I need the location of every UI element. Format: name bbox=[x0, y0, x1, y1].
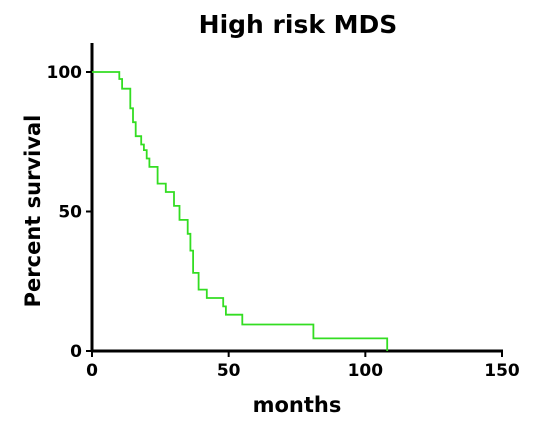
x-tick-label: 100 bbox=[348, 361, 384, 381]
chart-title: High risk MDS bbox=[199, 10, 398, 39]
y-tick-label: 100 bbox=[47, 63, 83, 83]
survival-series bbox=[92, 71, 389, 351]
x-axis-label: months bbox=[253, 393, 342, 417]
y-tick-label: 50 bbox=[58, 203, 82, 223]
survival-curve-0 bbox=[92, 71, 389, 351]
x-tick-label: 150 bbox=[484, 361, 520, 381]
x-tick-label: 0 bbox=[86, 361, 98, 381]
y-axis-label: Percent survival bbox=[21, 115, 45, 308]
axis-ticks: 0 50 100 150 0 50 100 bbox=[47, 63, 520, 381]
x-tick-label: 50 bbox=[217, 361, 241, 381]
y-tick-label: 0 bbox=[70, 342, 82, 362]
